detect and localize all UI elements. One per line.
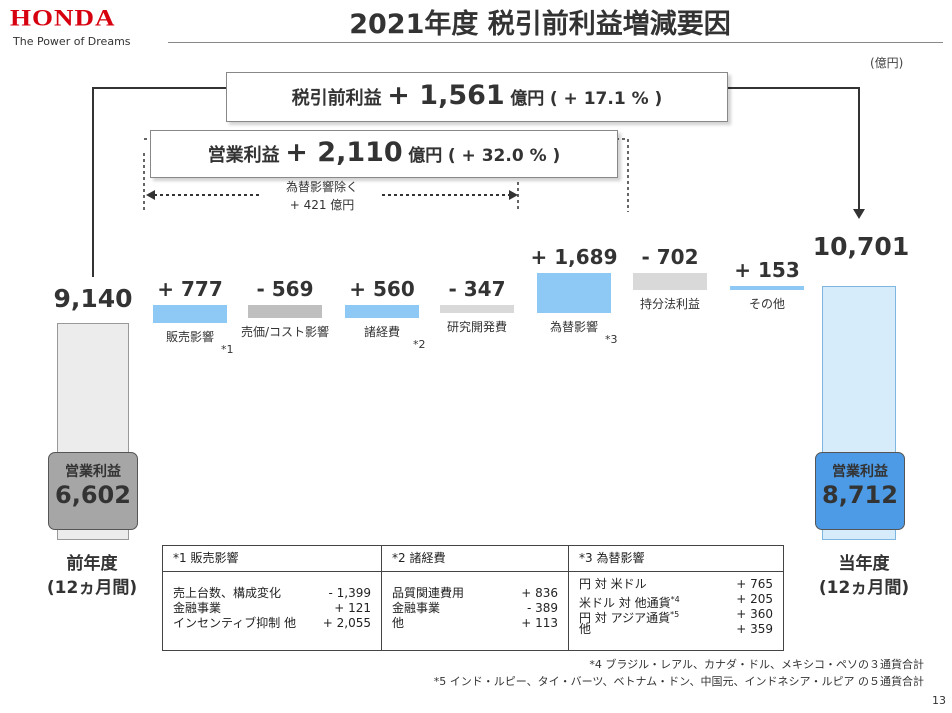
notes-col-header: *1 販売影響 xyxy=(163,546,381,572)
prev-op-income-value: 6,602 xyxy=(55,481,131,509)
pretax-value: + 1,561 xyxy=(387,80,505,111)
fx-excl-annotation: 為替影響除く + 421 億円 xyxy=(262,178,382,214)
prev-year-line2: (12ヵ月間) xyxy=(46,578,138,598)
table-row: 売上台数、構成変化 - 1,399 xyxy=(173,586,371,600)
table-row: 円 対 米ドル + 765 xyxy=(579,577,773,591)
waterfall-value-label: - 702 xyxy=(641,244,699,269)
table-row: 他 + 359 xyxy=(579,622,773,636)
prev-op-income-box: 営業利益 6,602 xyxy=(48,452,138,530)
fx-excl-arrow-left xyxy=(146,190,155,200)
notes-col-header: *2 諸経費 xyxy=(382,546,568,572)
waterfall-value-label: + 560 xyxy=(349,276,415,301)
waterfall-note-marker: *1 xyxy=(221,343,234,356)
table-row: 品質関連費用 + 836 xyxy=(392,586,558,600)
notes-col-sales: *1 販売影響 売上台数、構成変化 - 1,399 金融事業 + 121 インセンテ… xyxy=(163,546,382,650)
prev-year-value: 9,140 xyxy=(53,284,133,313)
op-pct: ( + 32.0 % ) xyxy=(447,146,561,166)
curr-year-line1: 当年度 xyxy=(838,554,890,574)
unit-label: (億円) xyxy=(870,56,904,70)
waterfall-value-label: - 569 xyxy=(256,276,314,301)
waterfall-value-label: + 777 xyxy=(157,276,223,301)
waterfall-category-label: 為替影響 xyxy=(549,320,598,334)
waterfall-category-label: 研究開発費 xyxy=(446,320,507,334)
waterfall-category-label: その他 xyxy=(748,296,785,311)
waterfall-bar-5 xyxy=(537,272,611,313)
title-divider xyxy=(168,42,943,43)
waterfall-category-label: 売価/コスト影響 xyxy=(240,325,330,340)
pretax-right-connector xyxy=(727,87,860,212)
waterfall-bar-4 xyxy=(440,304,514,313)
table-row: インセンティブ抑制 他 + 2,055 xyxy=(173,616,371,630)
pretax-arrow-head xyxy=(853,209,865,219)
footnote-4: *4 ブラジル・レアル、カナダ・ドル、メキシコ・ペソの３通貨合計 xyxy=(589,658,924,671)
op-unit: 億円 xyxy=(408,146,443,166)
curr-year-line2: (12ヵ月間) xyxy=(818,578,910,598)
waterfall-bar-1 xyxy=(153,304,227,323)
table-row: 円 対 アジア通貨*5 + 360 xyxy=(579,607,773,625)
prev-year-line1: 前年度 xyxy=(66,554,118,574)
logo-tagline: The Power of Dreams xyxy=(13,35,131,48)
waterfall-category-label: 持分法利益 xyxy=(639,296,700,311)
page-title: 2021年度 税引前利益増減要因 xyxy=(349,9,731,40)
waterfall-value-label: + 153 xyxy=(734,257,800,282)
table-row: 金融事業 + 121 xyxy=(173,601,371,615)
fx-excl-arrow-right xyxy=(509,190,518,200)
prev-year-label: 前年度 (12ヵ月間) xyxy=(27,552,157,600)
op-summary-box: 営業利益 + 2,110 億円 ( + 32.0 % ) xyxy=(150,130,618,178)
curr-year-value: 10,701 xyxy=(812,232,910,261)
op-right-connector xyxy=(616,138,629,212)
waterfall-bar-3 xyxy=(345,304,419,319)
pretax-left-connector xyxy=(92,87,226,277)
notes-col-expenses: *2 諸経費 品質関連費用 + 836 金融事業 - 389 他 + 113 xyxy=(382,546,569,650)
footnote-5: *5 インド・ルピー、タイ・バーツ、ベトナム・ドン、中国元、インドネシア・ルピア… xyxy=(433,675,924,688)
logo-wordmark: HONDA xyxy=(10,5,116,31)
waterfall-category-label: 販売影響 xyxy=(165,330,214,344)
waterfall-bar-2 xyxy=(248,304,322,319)
notes-col-fx: *3 為替影響 円 対 米ドル + 765 米ドル 対 他通貨*4 + 205 円 … xyxy=(569,546,783,650)
page-number: 13 xyxy=(932,694,946,707)
op-label: 営業利益 xyxy=(207,145,280,166)
pretax-unit: 億円 xyxy=(510,89,545,109)
waterfall-bar-6 xyxy=(633,272,707,290)
waterfall-value-label: + 1,689 xyxy=(530,244,618,269)
op-value: + 2,110 xyxy=(285,137,403,168)
prev-op-income-label: 営業利益 xyxy=(65,464,121,480)
pretax-summary-box: 税引前利益 + 1,561 億円 ( + 17.1 % ) xyxy=(226,72,728,122)
fx-excl-value: + 421 億円 xyxy=(289,198,355,212)
curr-op-income-box: 営業利益 8,712 xyxy=(815,452,905,530)
table-row: 米ドル 対 他通貨*4 + 205 xyxy=(579,592,773,610)
table-row: 他 + 113 xyxy=(392,616,558,630)
waterfall-category-label: 諸経費 xyxy=(363,325,400,340)
waterfall-chart: + 777 販売影響 *1 - 569 売価/コスト影響 + 560 諸経費 *2 - 347 研… xyxy=(57,244,896,540)
waterfall-note-marker: *2 xyxy=(413,338,426,352)
waterfall-value-label: - 347 xyxy=(448,276,506,301)
table-row: 金融事業 - 389 xyxy=(392,601,558,615)
breakdown-notes-table: *1 販売影響 売上台数、構成変化 - 1,399 金融事業 + 121 インセンテ… xyxy=(162,545,784,651)
curr-op-income-value: 8,712 xyxy=(822,481,898,509)
curr-op-income-label: 営業利益 xyxy=(832,464,888,480)
fx-excl-label: 為替影響除く xyxy=(285,180,358,194)
pretax-label: 税引前利益 xyxy=(291,88,382,109)
pretax-pct: ( + 17.1 % ) xyxy=(549,89,663,109)
waterfall-note-marker: *3 xyxy=(605,333,618,346)
waterfall-bar-7 xyxy=(730,285,804,290)
curr-year-label: 当年度 (12ヵ月間) xyxy=(799,552,929,600)
notes-col-header: *3 為替影響 xyxy=(569,546,783,572)
